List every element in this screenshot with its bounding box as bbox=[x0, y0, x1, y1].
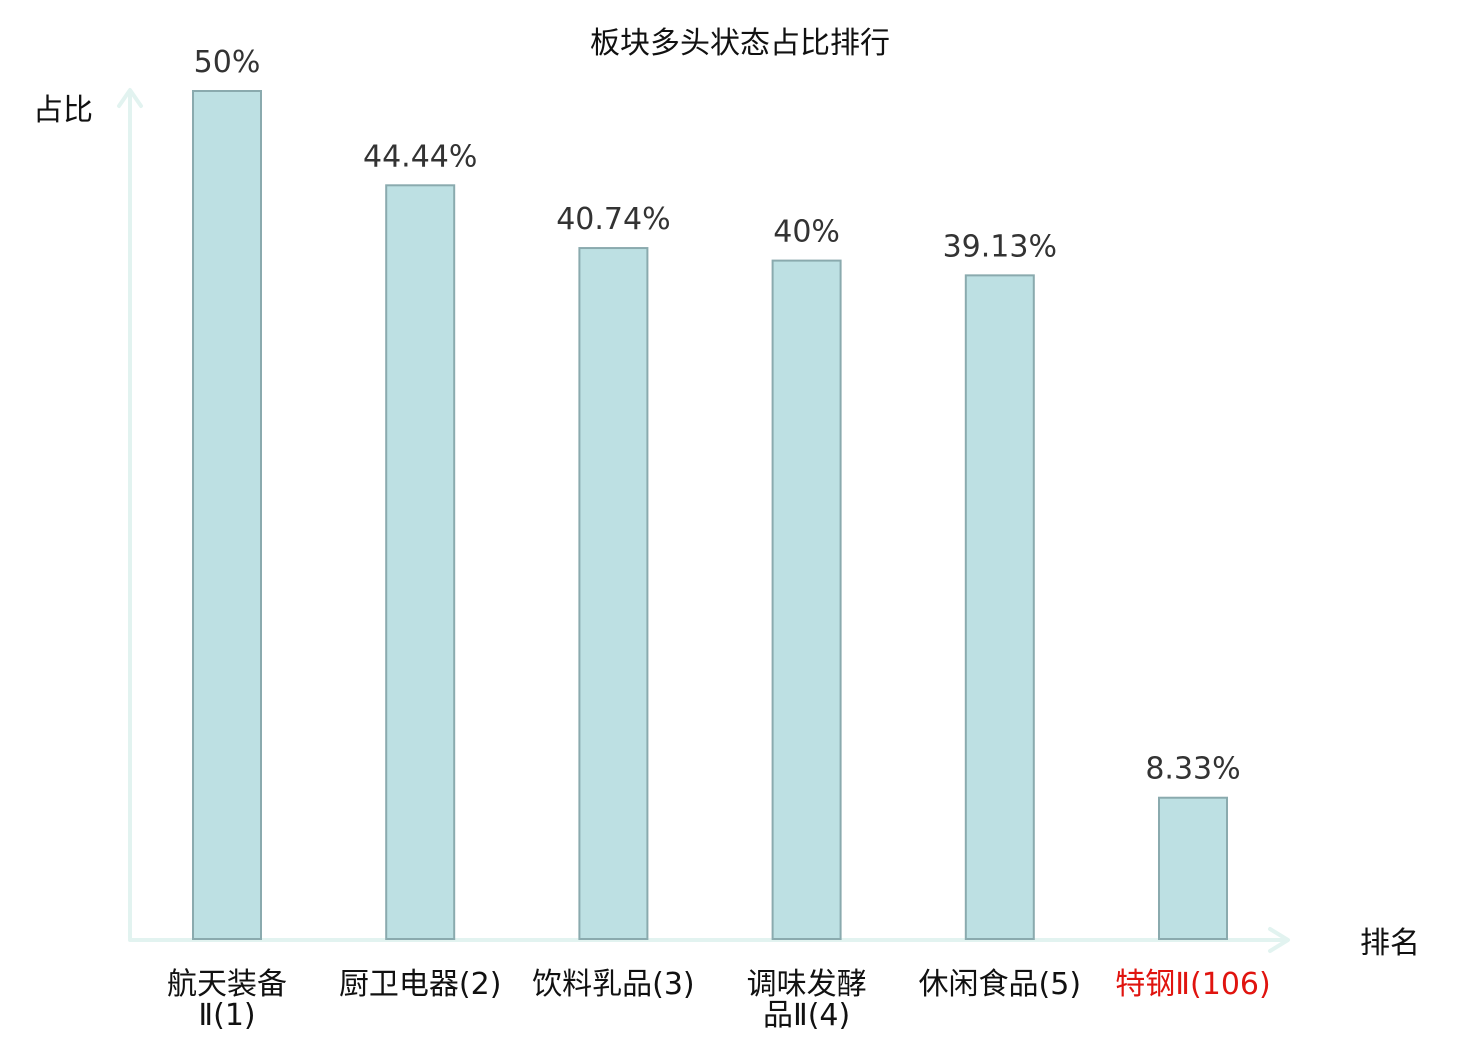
bar-value-label: 40% bbox=[773, 215, 840, 250]
bar bbox=[385, 184, 456, 940]
bar-value-label: 50% bbox=[194, 45, 261, 80]
y-axis-label: 占比 bbox=[33, 93, 93, 128]
x-tick-label: 航天装备 bbox=[167, 967, 287, 1002]
x-tick-label: Ⅱ(1) bbox=[198, 998, 255, 1033]
x-tick-label: 特钢Ⅱ(106) bbox=[1115, 967, 1270, 1002]
x-axis bbox=[128, 927, 1290, 953]
bar-series bbox=[192, 90, 1228, 941]
x-tick-label: 休闲食品(5) bbox=[919, 967, 1082, 1002]
bar bbox=[964, 274, 1035, 940]
bar bbox=[1158, 796, 1228, 940]
bar-value-label: 40.74% bbox=[556, 202, 670, 237]
bar-value-label: 44.44% bbox=[363, 139, 477, 174]
x-tick-label: 调味发酵 bbox=[747, 967, 867, 1002]
bar-value-label: 8.33% bbox=[1145, 752, 1240, 787]
bar-value-label: 39.13% bbox=[943, 229, 1057, 264]
x-tick-label: 厨卫电器(2) bbox=[339, 967, 502, 1002]
x-axis-label: 排名 bbox=[1360, 926, 1420, 961]
bar bbox=[192, 90, 262, 940]
y-axis bbox=[117, 88, 143, 940]
chart-title: 板块多头状态占比排行 bbox=[590, 26, 890, 61]
value-labels: 50% 44.44% 40.74% 40% 39.13% 8.33% bbox=[194, 45, 1241, 787]
x-tick-label: 饮料乳品(3) bbox=[532, 967, 695, 1002]
x-tick-label: 品Ⅱ(4) bbox=[763, 998, 850, 1033]
bar bbox=[771, 259, 842, 941]
bar bbox=[578, 247, 649, 940]
